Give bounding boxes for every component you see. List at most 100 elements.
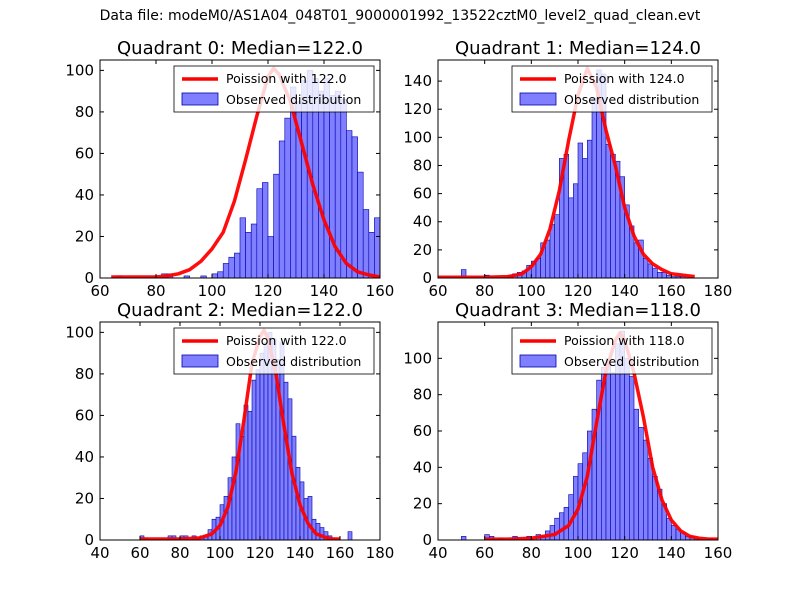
histogram-bar bbox=[374, 217, 380, 278]
histogram-bar bbox=[610, 372, 616, 540]
y-tick-label: 100 bbox=[403, 349, 432, 367]
histogram-bar bbox=[386, 224, 392, 278]
histogram-bar bbox=[545, 239, 551, 278]
histogram-bar bbox=[591, 97, 597, 278]
y-tick-label: 40 bbox=[413, 213, 432, 231]
y-tick-label: 60 bbox=[413, 185, 432, 203]
histogram-bar bbox=[629, 376, 635, 540]
histogram-bar bbox=[362, 209, 370, 278]
legend: Poission with 124.0 Observed distribution bbox=[511, 65, 713, 113]
x-tick-label: 120 bbox=[246, 544, 275, 562]
histogram-bar bbox=[414, 268, 420, 278]
histogram-bar bbox=[605, 358, 611, 540]
x-tick-label: 100 bbox=[517, 282, 546, 300]
y-tick-label: 0 bbox=[422, 269, 432, 287]
x-tick-label: 140 bbox=[286, 544, 315, 562]
quadrant-title: Quadrant 3: Median=118.0 bbox=[455, 300, 701, 321]
histogram-bar bbox=[278, 140, 286, 278]
histogram-bar bbox=[402, 241, 408, 278]
plot-area bbox=[111, 66, 420, 278]
x-tick-label: 60 bbox=[130, 544, 149, 562]
legend-label-poisson: Poission with 118.0 bbox=[564, 333, 685, 348]
histogram-bar bbox=[605, 144, 611, 278]
histogram-bar bbox=[368, 232, 375, 278]
histogram-bar bbox=[273, 173, 280, 278]
histogram-bar bbox=[643, 258, 649, 278]
histogram-bar bbox=[283, 381, 289, 540]
legend-bar-swatch bbox=[181, 92, 219, 106]
y-tick-label: 0 bbox=[84, 269, 94, 287]
x-tick-label: 40 bbox=[90, 544, 109, 562]
quadrant-title: Quadrant 1: Median=124.0 bbox=[455, 38, 701, 59]
quadrant-title: Quadrant 2: Median=122.0 bbox=[117, 300, 363, 321]
x-tick-label: 160 bbox=[326, 544, 355, 562]
histogram-bar bbox=[633, 242, 639, 278]
y-tick-label: 80 bbox=[75, 103, 94, 121]
histogram-bar bbox=[259, 352, 265, 540]
histogram-bar bbox=[347, 531, 353, 540]
histogram-bar bbox=[582, 158, 588, 278]
histogram-bar bbox=[340, 99, 347, 278]
y-tick-label: 60 bbox=[413, 422, 432, 440]
legend-bar-swatch bbox=[519, 92, 557, 106]
histogram-bar bbox=[315, 523, 321, 540]
histogram-bar bbox=[379, 215, 380, 278]
histogram-bar bbox=[549, 224, 555, 278]
y-tick-label: 80 bbox=[413, 156, 432, 174]
histogram-bar bbox=[357, 171, 364, 278]
histogram-bar bbox=[346, 130, 353, 278]
y-tick-label: 20 bbox=[75, 489, 94, 507]
x-tick-label: 80 bbox=[170, 544, 189, 562]
legend-label-observed: Observed distribution bbox=[564, 92, 699, 107]
y-tick-label: 20 bbox=[413, 241, 432, 259]
x-tick-label: 160 bbox=[657, 282, 686, 300]
x-tick-label: 120 bbox=[610, 544, 639, 562]
histogram-bar bbox=[610, 153, 616, 278]
x-tick-label: 100 bbox=[564, 544, 593, 562]
axes-frame bbox=[99, 59, 381, 279]
legend-bar-swatch bbox=[519, 354, 557, 368]
y-tick-label: 80 bbox=[413, 386, 432, 404]
x-tick-label: 120 bbox=[564, 282, 593, 300]
histogram-bar bbox=[652, 267, 658, 278]
legend-bar-swatch bbox=[181, 354, 219, 368]
histogram-bar bbox=[638, 427, 644, 540]
histogram-bar bbox=[351, 136, 358, 278]
legend-label-observed: Observed distribution bbox=[564, 354, 699, 369]
histogram-bar bbox=[267, 236, 274, 278]
x-tick-label: 120 bbox=[254, 282, 283, 300]
x-tick-label: 180 bbox=[704, 282, 733, 300]
histogram-bar bbox=[657, 272, 663, 278]
histogram-bar bbox=[647, 263, 653, 278]
y-tick-label: 80 bbox=[75, 365, 94, 383]
y-tick-label: 40 bbox=[75, 186, 94, 204]
histogram-bar bbox=[397, 232, 403, 278]
quadrant-title: Quadrant 0: Median=122.0 bbox=[117, 38, 363, 59]
y-tick-label: 100 bbox=[403, 128, 432, 146]
quadrant-3-chart: 40 60 80 100 120 140 160 0 20 40 60 80 100 Quadrant 3… bbox=[403, 300, 732, 562]
histogram-bar bbox=[318, 90, 325, 278]
histogram-bar bbox=[239, 217, 246, 278]
histogram-bar bbox=[633, 408, 639, 540]
quadrant-2-chart: 40 60 80 100 120 140 160 180 0 20 40 60 80 100 Quadran… bbox=[65, 300, 394, 562]
histogram-bar bbox=[408, 261, 414, 278]
x-tick-label: 180 bbox=[366, 544, 395, 562]
x-tick-label: 60 bbox=[475, 544, 494, 562]
histogram-bar bbox=[234, 252, 241, 278]
x-tick-label: 80 bbox=[146, 282, 165, 300]
y-tick-label: 120 bbox=[403, 100, 432, 118]
legend: Poission with 122.0 Observed distribution bbox=[173, 327, 375, 375]
x-tick-label: 60 bbox=[90, 282, 109, 300]
x-tick-label: 140 bbox=[610, 282, 639, 300]
quadrant-1-chart: 60 80 100 120 140 160 180 0 20 40 60 80 100 120 140 Qua… bbox=[403, 38, 732, 300]
histogram-bar bbox=[245, 232, 252, 278]
histogram-bar bbox=[307, 496, 313, 540]
histogram-bar bbox=[262, 182, 269, 278]
histogram-bar bbox=[643, 439, 649, 540]
y-tick-label: 100 bbox=[65, 323, 94, 341]
poisson-curve bbox=[111, 66, 380, 278]
histogram-bar bbox=[247, 410, 253, 540]
plot-area bbox=[139, 328, 353, 540]
legend-label-poisson: Poission with 122.0 bbox=[226, 71, 347, 86]
